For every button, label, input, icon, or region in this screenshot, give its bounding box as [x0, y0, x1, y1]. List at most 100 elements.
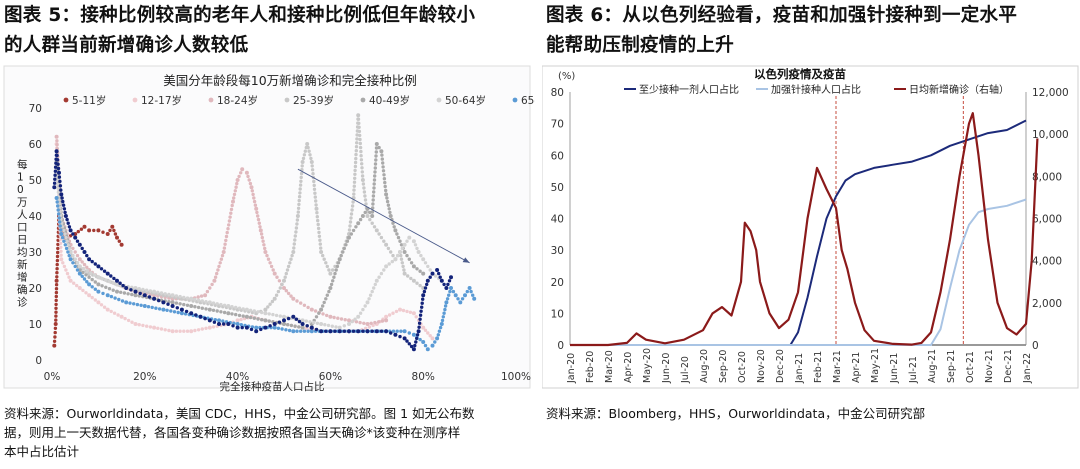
data-point	[59, 249, 63, 253]
data-point	[220, 253, 225, 258]
x-tick-label: May-21	[870, 348, 881, 383]
x-tick-label: Oct-20	[737, 351, 748, 383]
data-point	[381, 161, 385, 165]
data-point	[411, 311, 416, 316]
data-point	[451, 289, 456, 294]
data-point	[407, 342, 411, 346]
data-point	[55, 153, 59, 158]
data-point	[59, 228, 63, 232]
data-point	[67, 253, 71, 258]
data-point	[193, 297, 197, 302]
data-point	[53, 173, 57, 177]
data-point	[370, 289, 374, 294]
data-point	[359, 158, 364, 162]
data-point	[398, 239, 402, 243]
data-point	[302, 303, 307, 307]
data-point	[356, 329, 361, 334]
data-point	[362, 186, 366, 190]
data-point	[230, 203, 234, 208]
data-point	[81, 270, 85, 275]
legend-marker	[132, 97, 138, 103]
data-point	[367, 325, 372, 329]
data-point	[315, 211, 319, 215]
y-tick-label-right: 10,000	[1032, 129, 1069, 141]
data-point	[101, 230, 105, 234]
daily-cases-line	[570, 112, 1039, 347]
data-point	[296, 210, 300, 214]
data-point	[317, 234, 322, 238]
data-point	[59, 192, 64, 197]
data-point	[63, 214, 68, 218]
data-point	[301, 156, 306, 161]
data-point	[137, 287, 141, 291]
y-tick-label: 50	[29, 175, 42, 187]
data-point	[109, 294, 114, 299]
data-point	[244, 325, 249, 330]
data-point	[289, 294, 293, 298]
data-point	[130, 320, 134, 324]
data-point	[332, 315, 336, 320]
data-point	[93, 287, 98, 291]
data-point	[442, 311, 446, 315]
data-point	[68, 228, 73, 233]
data-point	[55, 262, 59, 267]
data-point	[337, 325, 342, 330]
data-point	[430, 336, 435, 341]
age-group-scatter-chart: 美国分年龄段每10万新增确诊和完全接种比例 5-11岁 12-17岁 18-24岁 25…	[3, 65, 535, 393]
data-point	[193, 305, 197, 309]
x-tick-label: 60%	[319, 371, 342, 383]
data-point	[133, 293, 138, 298]
data-point	[347, 322, 351, 326]
data-point	[311, 172, 315, 176]
data-point	[380, 157, 384, 161]
data-point	[182, 329, 186, 333]
data-point	[391, 329, 396, 333]
data-point	[274, 313, 279, 318]
data-point	[207, 307, 212, 312]
data-point	[423, 286, 428, 290]
data-point	[215, 302, 219, 306]
y-tick-label-right: 2,000	[1032, 298, 1062, 310]
legend-marker	[512, 97, 518, 103]
figure-5-title-line1: 图表 5：接种比例较高的老年人和接种比例低但年龄较小	[4, 5, 476, 26]
data-point	[294, 317, 299, 321]
data-point	[272, 325, 277, 330]
data-point	[448, 289, 452, 294]
data-point	[439, 278, 444, 283]
data-point	[351, 200, 355, 204]
data-point	[282, 286, 286, 290]
data-point	[374, 278, 379, 283]
data-point	[295, 218, 300, 222]
data-point	[126, 318, 131, 323]
data-point	[249, 185, 254, 190]
data-point	[193, 328, 197, 333]
data-point	[321, 253, 325, 258]
data-point	[161, 300, 166, 305]
data-point	[219, 257, 224, 261]
data-point	[81, 266, 86, 271]
data-point	[276, 289, 281, 294]
data-point	[90, 277, 94, 282]
data-point	[213, 275, 218, 279]
data-point	[402, 250, 407, 254]
y-tick-label-left: 20	[551, 277, 564, 289]
data-point	[383, 184, 387, 189]
data-point	[342, 246, 346, 251]
data-point	[71, 253, 75, 258]
data-point	[150, 305, 154, 310]
data-point	[353, 160, 358, 165]
data-point	[92, 228, 96, 233]
data-point	[295, 299, 299, 303]
data-point	[271, 268, 275, 272]
data-point	[384, 264, 389, 269]
y-tick-label: 30	[29, 247, 42, 259]
data-point	[314, 203, 318, 207]
data-point	[438, 325, 443, 330]
data-point	[54, 149, 59, 154]
data-point	[411, 278, 416, 283]
data-point	[263, 250, 268, 254]
x-tick-label: Nov-21	[984, 349, 995, 383]
data-point	[317, 230, 321, 235]
data-point	[112, 276, 116, 281]
data-point	[117, 297, 121, 302]
